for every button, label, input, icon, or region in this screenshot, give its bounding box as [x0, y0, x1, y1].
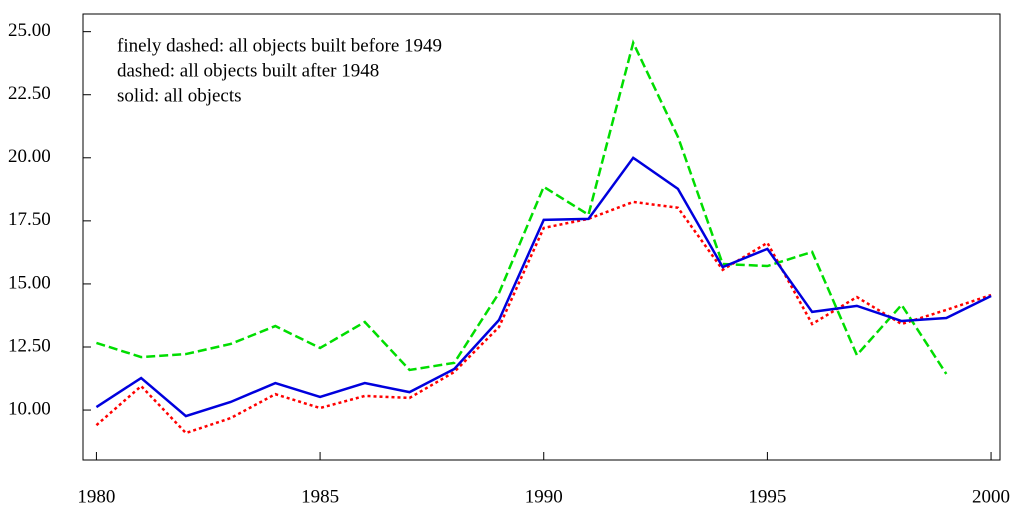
plot-frame	[82, 13, 1001, 461]
y-tick-label: 20.00	[8, 146, 51, 167]
legend-entry: dashed: all objects built after 1948	[117, 60, 379, 81]
legend-entry: finely dashed: all objects built before …	[117, 35, 442, 56]
x-tick-label: 2000	[972, 486, 1010, 507]
series-line	[95, 156, 992, 418]
x-tick-label: 1990	[525, 486, 563, 507]
y-tick-label: 17.50	[8, 209, 51, 230]
y-tick-label: 10.00	[8, 398, 51, 419]
x-tick-label: 1985	[301, 486, 339, 507]
series-line	[96, 39, 948, 375]
x-tick-label: 1995	[748, 486, 786, 507]
legend-entry: solid: all objects	[117, 85, 242, 106]
x-tick-label: 1980	[77, 486, 115, 507]
series-line	[95, 200, 992, 435]
y-tick-label: 22.50	[8, 83, 51, 104]
y-tick-label: 25.00	[8, 20, 51, 41]
y-tick-label: 15.00	[8, 272, 51, 293]
y-tick-label: 12.50	[8, 335, 51, 356]
